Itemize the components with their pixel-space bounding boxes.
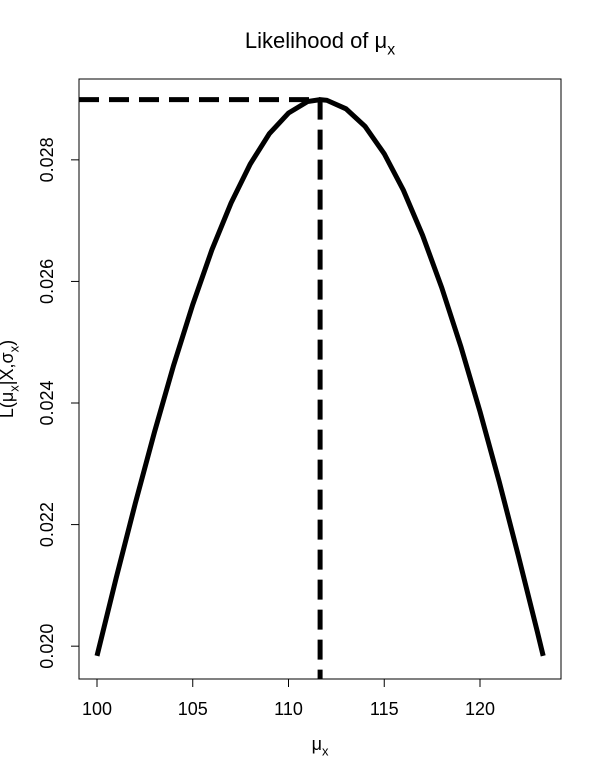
x-axis-label-part: x bbox=[322, 743, 329, 758]
y-axis-label-part: ) bbox=[0, 340, 17, 346]
x-tick-label: 120 bbox=[465, 699, 495, 719]
chart-title-part: x bbox=[387, 42, 395, 59]
y-tick-label: 0.024 bbox=[37, 380, 57, 425]
y-tick-label: 0.026 bbox=[37, 259, 57, 304]
y-axis-label-part: x bbox=[6, 385, 21, 392]
chart-title-part: Likelihood of μ bbox=[245, 28, 387, 53]
x-tick-label: 110 bbox=[274, 699, 303, 719]
x-tick-label: 115 bbox=[370, 699, 399, 719]
x-tick-label: 100 bbox=[82, 699, 112, 719]
y-tick-label: 0.028 bbox=[37, 137, 57, 182]
y-tick-label: 0.022 bbox=[37, 502, 57, 547]
x-tick-label: 105 bbox=[178, 699, 208, 719]
y-tick-label: 0.020 bbox=[37, 624, 57, 669]
y-axis-label: L(μx|X,σx) bbox=[0, 340, 21, 418]
x-axis-label: μx bbox=[312, 734, 329, 758]
y-axis-label-part: |X,σ bbox=[0, 352, 17, 385]
y-axis-label-part: x bbox=[6, 345, 21, 352]
chart-title: Likelihood of μx bbox=[245, 28, 395, 59]
x-axis-label-part: μ bbox=[312, 734, 322, 754]
likelihood-curve bbox=[94, 97, 546, 657]
y-axis-label-part: L(μ bbox=[0, 392, 17, 418]
